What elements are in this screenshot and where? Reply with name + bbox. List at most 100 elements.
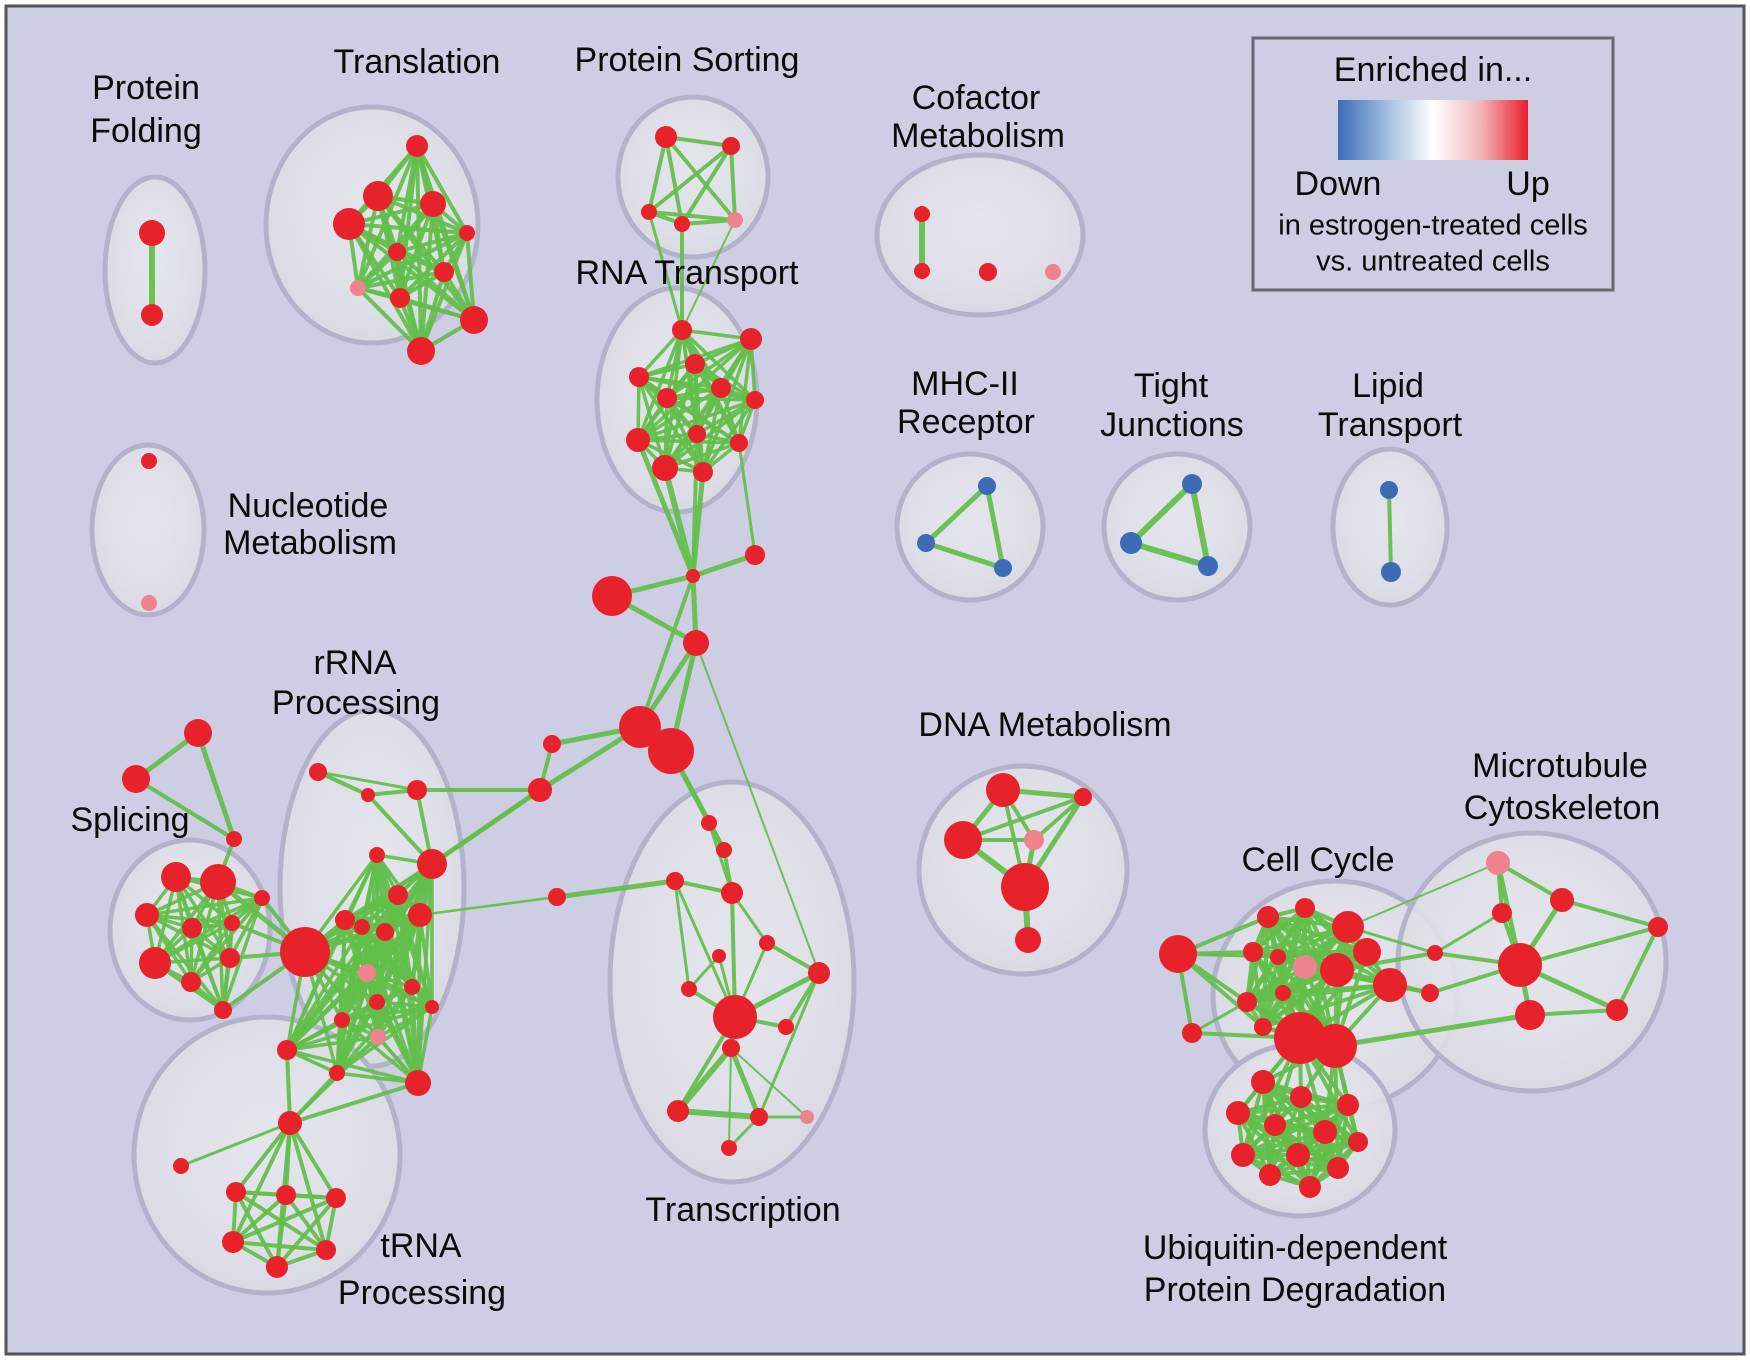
- node-rr7: [369, 847, 385, 863]
- legend: Enriched in... Down Up in estrogen-treated …: [1251, 36, 1615, 292]
- legend-gradient-bar: [1338, 100, 1528, 160]
- cluster-label-ubiquitin-degradation: Ubiquitin-dependent: [1143, 1229, 1448, 1267]
- edge: [663, 398, 757, 470]
- cluster-label-transcription: Transcription: [645, 1191, 840, 1229]
- node-rr13: [334, 1012, 350, 1028]
- cluster-label-cofactor-metabolism: Cofactor: [912, 79, 1041, 117]
- node-tn2: [276, 1185, 296, 1205]
- edge: [416, 862, 434, 1085]
- node-mt7: [1606, 999, 1628, 1021]
- cluster-label-dna-metabolism: DNA Metabolism: [918, 706, 1171, 744]
- edge: [1281, 983, 1392, 995]
- edge: [234, 1190, 279, 1269]
- edge: [431, 202, 476, 322]
- node-g1: [278, 1111, 302, 1135]
- edge: [681, 219, 736, 331]
- node-mt5: [1427, 945, 1443, 961]
- node-c2: [528, 778, 552, 802]
- edge: [415, 144, 469, 235]
- node-rt7: [746, 391, 764, 409]
- node-t6: [759, 935, 775, 951]
- node-rr5: [417, 849, 447, 879]
- node-rr15: [405, 1070, 431, 1096]
- node-t14: [800, 1110, 814, 1124]
- node-tr5: [459, 225, 475, 241]
- node-rr1: [335, 910, 355, 930]
- node-uh2: [1313, 1024, 1357, 1068]
- node-mh1: [978, 477, 996, 495]
- node-m1: [745, 545, 765, 565]
- node-sp5: [224, 915, 240, 931]
- edge: [145, 896, 264, 917]
- edge: [189, 896, 264, 984]
- cluster-ellipse-nucleotide-metabolism: [89, 442, 207, 618]
- cluster-label-nucleotide-metabolism: Nucleotide: [228, 487, 389, 525]
- node-m2: [686, 569, 700, 583]
- edge: [288, 1121, 338, 1200]
- node-tj3: [1198, 556, 1218, 576]
- node-lt2: [1381, 562, 1401, 582]
- node-m4: [683, 630, 709, 656]
- cluster-label-microtubule-cytoskeleton: Microtubule: [1472, 747, 1648, 785]
- node-ub11: [1259, 1164, 1281, 1186]
- legend-down-label: Down: [1295, 165, 1382, 203]
- cluster-label-splicing: Splicing: [70, 801, 189, 839]
- node-tr10: [460, 306, 488, 334]
- edge: [231, 1196, 338, 1244]
- node-ub10: [1327, 1157, 1349, 1179]
- network-nodes: [122, 126, 1668, 1278]
- node-pf2: [141, 304, 163, 326]
- edge: [284, 1193, 328, 1252]
- edge: [680, 144, 733, 226]
- edge: [231, 1121, 292, 1244]
- node-cc1: [1257, 906, 1279, 928]
- node-tj2: [1120, 532, 1142, 554]
- node-mt1: [1486, 851, 1510, 875]
- edge: [1276, 950, 1369, 959]
- node-lt1: [1380, 481, 1398, 499]
- cluster-label-rrna-processing: rRNA: [313, 644, 396, 682]
- node-rrA: [309, 763, 327, 781]
- cluster-label-mhc-ii-receptor: MHC-II: [911, 365, 1019, 403]
- edge: [647, 210, 684, 332]
- edge: [1236, 1103, 1350, 1115]
- edge: [1347, 862, 1499, 928]
- node-dm3: [944, 821, 982, 859]
- edge: [375, 853, 420, 1085]
- node-h2: [648, 728, 694, 774]
- node-ub5: [1264, 1114, 1286, 1136]
- edge: [728, 1045, 762, 1120]
- node-rrH: [280, 927, 330, 977]
- node-rt6: [657, 388, 677, 408]
- edge: [1560, 898, 1660, 929]
- edge: [638, 574, 695, 729]
- edge: [418, 895, 559, 917]
- edge: [737, 441, 757, 557]
- node-rt3: [685, 354, 705, 374]
- node-iso: [173, 1158, 189, 1174]
- node-ps1: [655, 126, 677, 148]
- edge: [134, 777, 236, 841]
- edge: [647, 135, 668, 214]
- node-t9: [713, 995, 757, 1039]
- edge: [961, 795, 1085, 842]
- edge: [316, 770, 419, 792]
- node-ub4: [1226, 1101, 1250, 1125]
- node-mt6: [1421, 984, 1439, 1002]
- node-rr3: [376, 923, 394, 941]
- node-t12: [667, 1100, 689, 1122]
- node-tn3: [326, 1188, 346, 1208]
- node-rr9: [369, 994, 385, 1010]
- edge: [395, 250, 476, 322]
- edge: [1615, 925, 1660, 1012]
- edge: [231, 1193, 288, 1244]
- cluster-label-lipid-transport: Lipid: [1352, 367, 1424, 405]
- cluster-label-translation: Translation: [334, 43, 501, 81]
- node-cf2: [914, 263, 930, 279]
- cluster-label-cofactor-metabolism: Metabolism: [891, 117, 1065, 155]
- node-rr8: [358, 964, 376, 982]
- edge: [701, 398, 757, 474]
- node-rt5: [711, 378, 731, 398]
- node-cc7: [1270, 949, 1286, 965]
